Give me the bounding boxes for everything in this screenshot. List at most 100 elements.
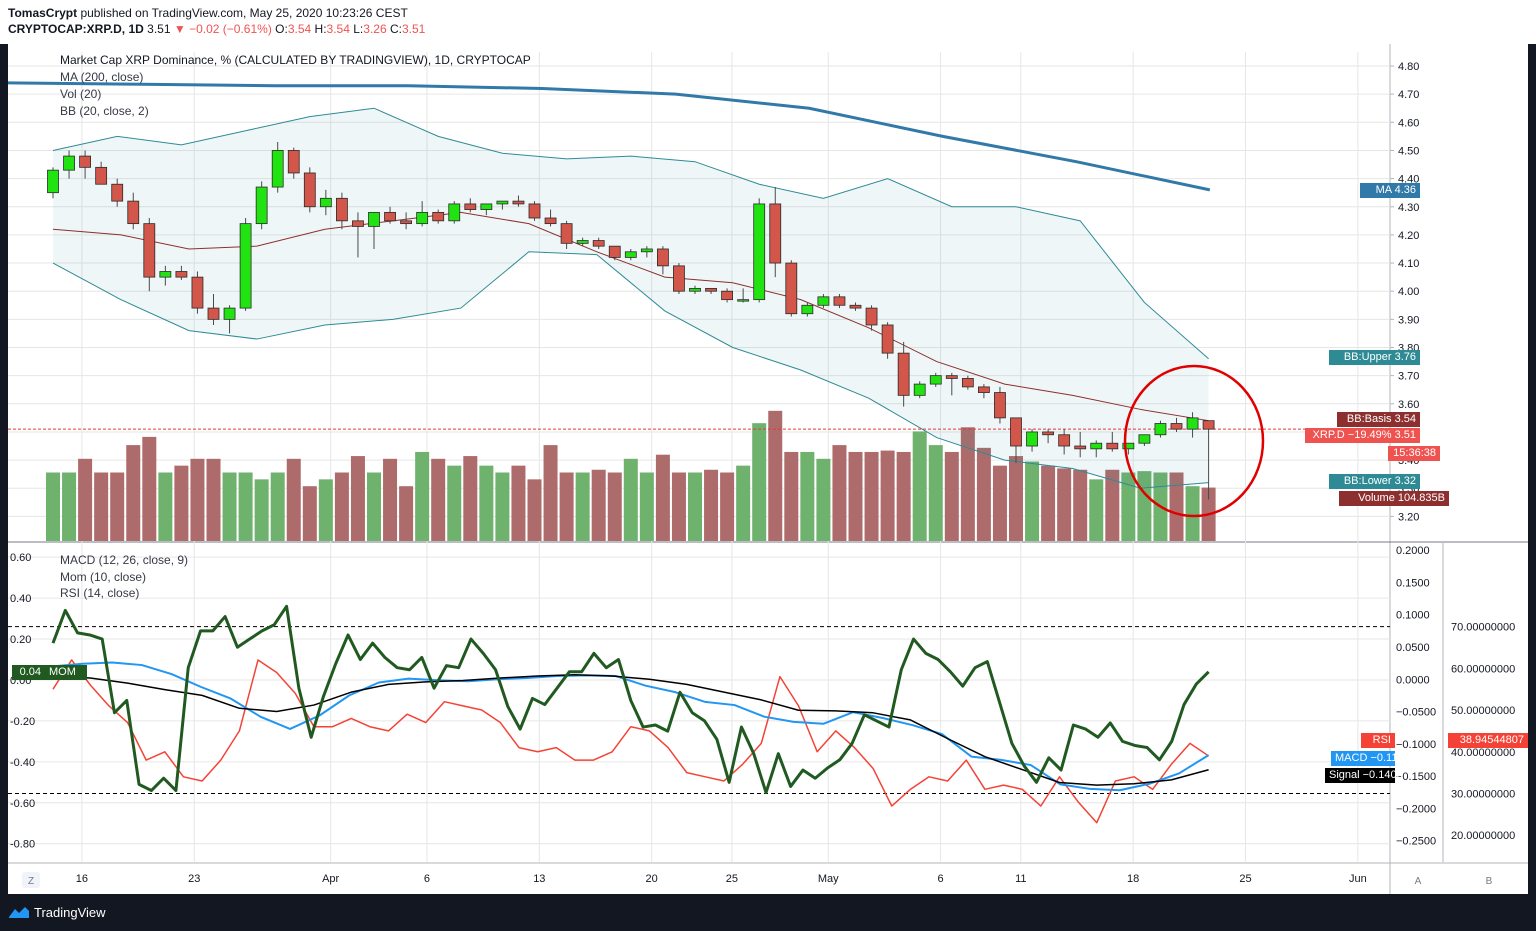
volume-bar [1009, 456, 1023, 541]
mom-tick-label: 0.60 [10, 552, 31, 564]
volume-bar [1073, 469, 1088, 541]
candle-body [384, 211, 396, 222]
candle-body [689, 287, 701, 292]
open-label: O: [275, 22, 288, 36]
z-button-label: Z [28, 876, 34, 887]
volume-bar [415, 451, 430, 541]
mom-tick-label: -0.40 [10, 757, 35, 769]
close-label: C: [389, 22, 402, 36]
candle-body [929, 375, 942, 385]
tradingview-brand[interactable]: TradingView [34, 905, 106, 920]
price-change: −0.02 (−0.61%) [189, 22, 272, 36]
rsi-tick-label: 50.00000000 [1451, 705, 1515, 717]
candle-body [785, 262, 798, 315]
volume-bar [286, 458, 301, 541]
legend-mom[interactable]: Mom (10, close) [60, 570, 147, 584]
time-tick-label: 23 [188, 873, 200, 885]
time-tick-label: Apr [322, 873, 339, 885]
time-tick-label: Jun [1349, 873, 1367, 885]
volume-bar [832, 445, 847, 541]
mom-value-tag: 0.04 [12, 665, 45, 680]
candle-body [1138, 434, 1151, 444]
candle-body [769, 203, 782, 264]
signal-tag: Signal −0.1403 [1325, 768, 1403, 783]
candle-body [817, 296, 830, 306]
legend-macd[interactable]: MACD (12, 26, close, 9) [60, 553, 189, 567]
candle-body [303, 172, 316, 208]
rsi-tick-label: 70.00000000 [1451, 622, 1515, 634]
mom-tick-label: 0.20 [10, 634, 31, 646]
candle-body [721, 290, 733, 301]
legend-rsi[interactable]: RSI (14, close) [60, 586, 140, 600]
mom-tick-label: -0.20 [10, 716, 35, 728]
candle-body [159, 271, 172, 278]
time-tick-label: 20 [646, 873, 658, 885]
author-name[interactable]: TomasCrypt [8, 6, 78, 20]
candle-body [255, 186, 268, 225]
candle-body [496, 200, 509, 205]
price-tick-label: 4.70 [1398, 89, 1419, 101]
candle-body [512, 200, 525, 205]
volume-bar [46, 472, 60, 541]
volume-bar [431, 458, 446, 541]
candle-body [576, 240, 589, 244]
grid [8, 44, 1528, 894]
candle-body [753, 203, 766, 301]
volume-bar [1105, 469, 1120, 541]
volume-tag: Volume 104.835B [1339, 491, 1449, 506]
legend-ma[interactable]: MA (200, close) [60, 70, 144, 84]
candle-body [560, 223, 573, 244]
candle-body [1058, 434, 1071, 447]
volume-bar [1121, 472, 1136, 541]
price-axis-area [1390, 44, 1528, 894]
volume-bar [655, 454, 670, 541]
candle-body [79, 155, 91, 168]
volume-bar [62, 472, 77, 541]
time-tick-label: 6 [938, 873, 944, 885]
candle-body [127, 200, 140, 225]
time-tick-label: 13 [533, 873, 545, 885]
macd-tick-label: 0.1500 [1396, 577, 1430, 589]
candle-body [897, 352, 910, 396]
bb-basis-tag: BB:Basis 3.54 [1337, 412, 1420, 427]
price-tick-label: 4.60 [1398, 117, 1419, 129]
volume-bar [463, 456, 478, 541]
volume-bar [800, 451, 815, 541]
volume-bar [350, 456, 365, 541]
volume-bar [1041, 465, 1056, 541]
volume-bar [158, 472, 173, 541]
volume-bar [527, 479, 542, 541]
legend-bb[interactable]: BB (20, close, 2) [60, 104, 149, 118]
candle-body [592, 240, 605, 247]
bb-upper-line [52, 107, 1209, 360]
volume-bar [1057, 468, 1072, 541]
down-arrow-icon: ▼ [173, 22, 186, 36]
mom-label-tag: MOM [45, 665, 87, 680]
volume-bar [302, 486, 317, 541]
volume-bar [960, 427, 975, 541]
price-tick-label: 4.40 [1398, 174, 1419, 186]
candle-body [448, 203, 461, 222]
chart-panel[interactable]: 16 23 Apr 6 13 20 25 May 6 11 18 25 Jun 4.80 4.70 4.60 4… [8, 44, 1528, 894]
ma-line [8, 81, 1211, 192]
volume-bar [495, 472, 510, 541]
price-tick-label: 3.20 [1398, 511, 1419, 523]
candle-body [1026, 431, 1038, 447]
candle-body [1010, 417, 1022, 447]
z-button [22, 872, 40, 888]
candle-body [432, 211, 445, 222]
price-tick-label: 4.20 [1398, 230, 1419, 242]
volume-bar [559, 472, 574, 541]
bb-upper-tag: BB:Upper 3.76 [1329, 350, 1420, 365]
candle-body [657, 248, 669, 267]
rsi-tick-label: 40.00000000 [1451, 747, 1515, 759]
candle-body [1122, 442, 1135, 450]
price-tick-label: 4.30 [1398, 202, 1419, 214]
candle-body [737, 299, 750, 302]
volume-bar [896, 451, 911, 541]
candle-body [1042, 431, 1054, 436]
candle-body [207, 307, 220, 320]
chart-canvas[interactable]: 16 23 Apr 6 13 20 25 May 6 11 18 25 Jun 4.80 4.70 4.60 4… [8, 44, 1528, 894]
legend-vol[interactable]: Vol (20) [60, 87, 102, 101]
candle-body [95, 166, 108, 185]
